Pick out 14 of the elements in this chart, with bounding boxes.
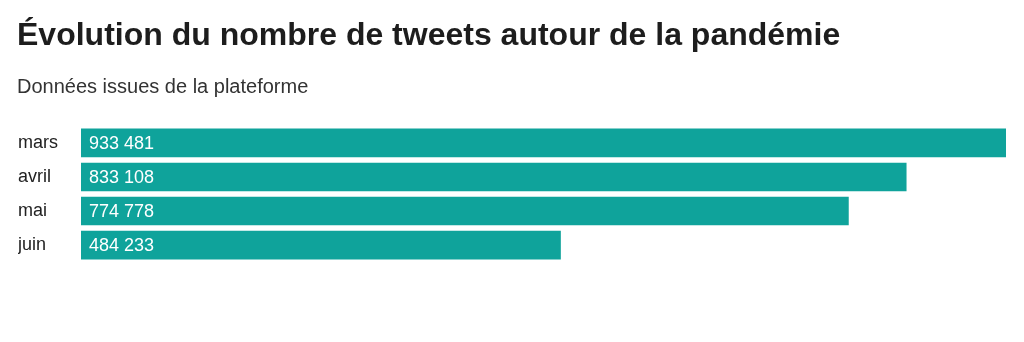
data-label: 833 108 — [89, 166, 155, 187]
chart-subtitle: Données issues de la plateforme — [17, 75, 309, 98]
bar — [81, 230, 561, 260]
y-tick-label: juin — [17, 234, 47, 255]
y-tick-label: mars — [18, 131, 58, 152]
data-label: 484 233 — [89, 235, 155, 256]
bar — [81, 162, 907, 192]
chart-title: Évolution du nombre de tweets autour de la pandémie — [17, 16, 841, 53]
bar — [81, 196, 849, 226]
data-label: 933 481 — [89, 132, 155, 153]
y-tick-label: mai — [18, 200, 48, 221]
data-label: 774 778 — [89, 201, 155, 222]
bar — [81, 128, 1006, 158]
y-tick-label: avril — [18, 165, 52, 186]
